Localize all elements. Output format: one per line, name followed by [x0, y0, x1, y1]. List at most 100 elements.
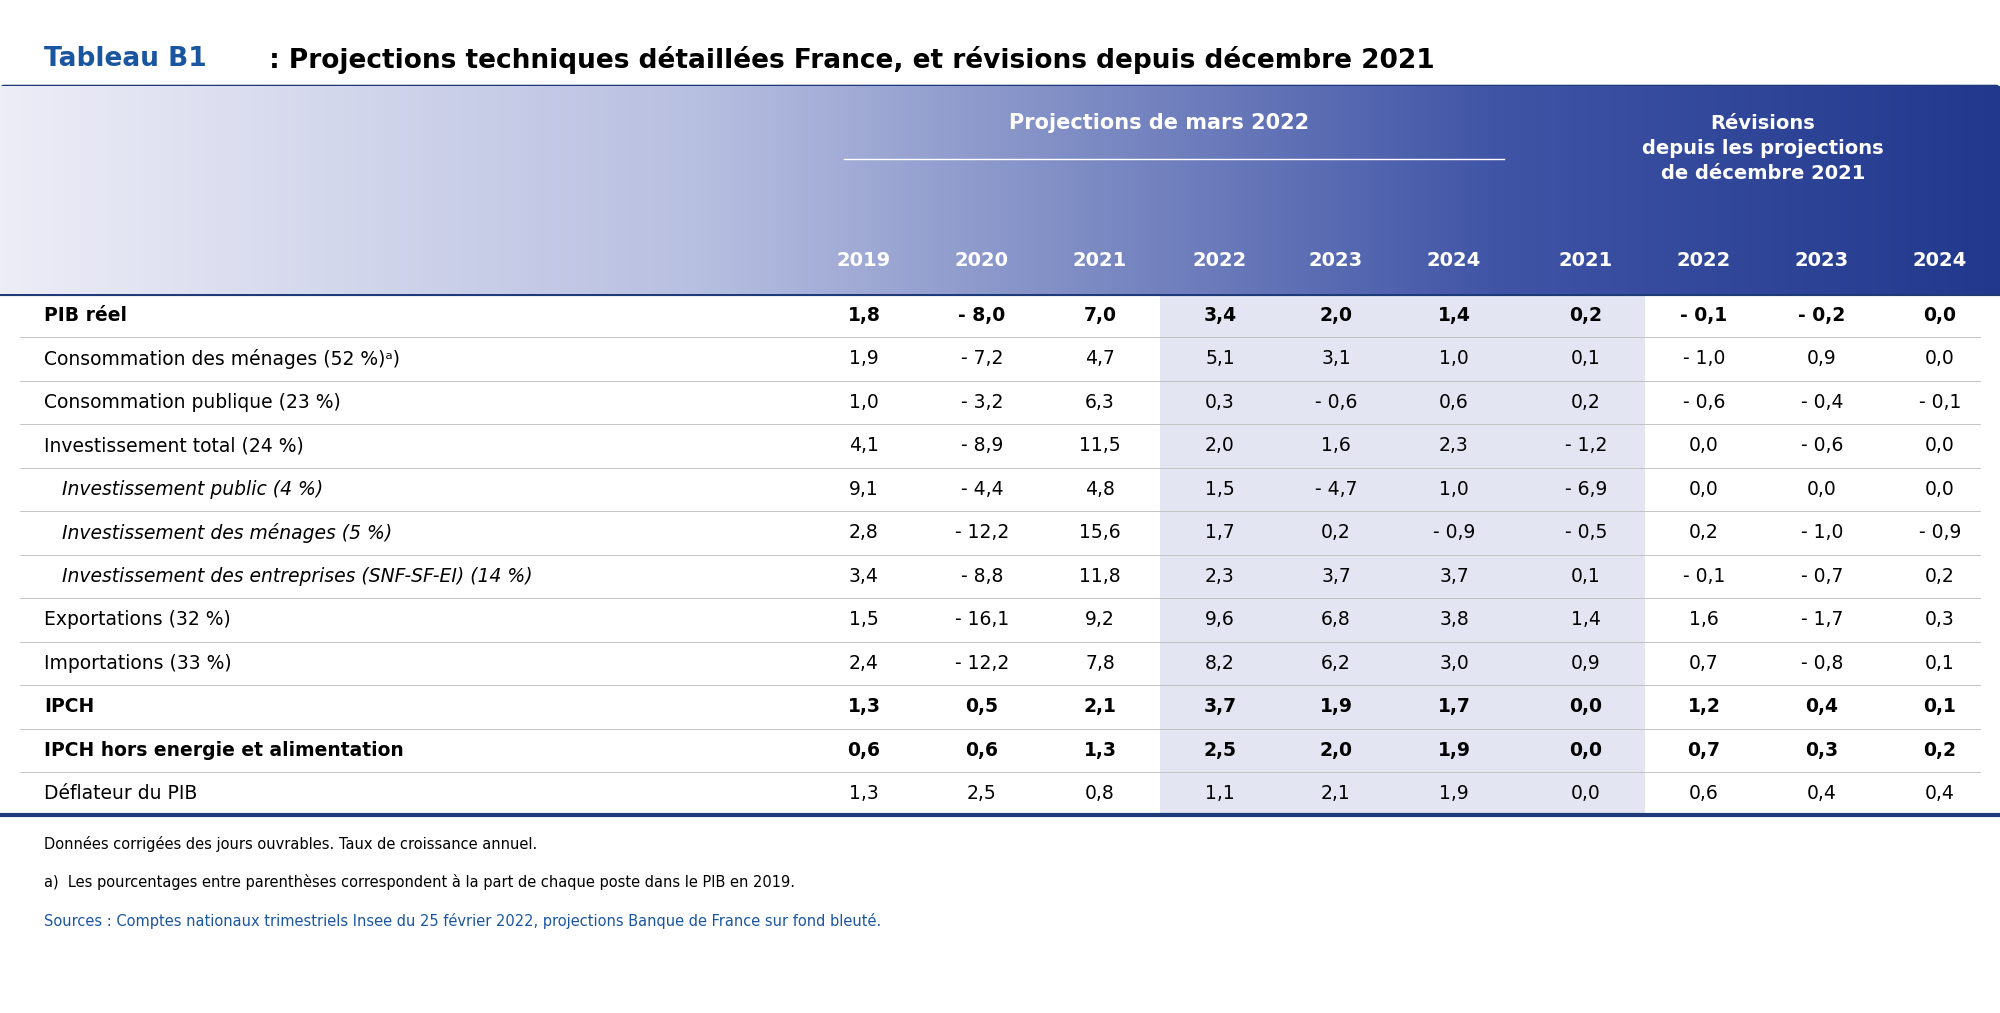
Text: 9,6: 9,6: [1206, 610, 1234, 629]
Text: 3,7: 3,7: [1440, 567, 1468, 586]
Text: 5,1: 5,1: [1206, 349, 1234, 369]
Text: 2,0: 2,0: [1206, 437, 1234, 456]
Text: 1,3: 1,3: [850, 784, 878, 803]
Text: Consommation des ménages (52 %)ᵃ): Consommation des ménages (52 %)ᵃ): [44, 349, 400, 369]
Text: Investissement des entreprises (SNF-SF-EI) (14 %): Investissement des entreprises (SNF-SF-E…: [44, 567, 532, 586]
Text: 1,6: 1,6: [1322, 437, 1350, 456]
Text: 0,1: 0,1: [1926, 653, 1954, 673]
Text: 0,0: 0,0: [1690, 480, 1718, 499]
Text: Consommation publique (23 %): Consommation publique (23 %): [44, 393, 340, 412]
Text: Projections de mars 2022: Projections de mars 2022: [1008, 113, 1310, 134]
Text: - 12,2: - 12,2: [954, 653, 1010, 673]
Text: - 0,9: - 0,9: [1918, 524, 1962, 542]
Text: 0,6: 0,6: [1690, 784, 1718, 803]
Text: 0,0: 0,0: [1926, 437, 1954, 456]
Text: 0,2: 0,2: [1690, 524, 1718, 542]
Text: 0,0: 0,0: [1926, 480, 1954, 499]
Text: 2021: 2021: [1072, 251, 1128, 270]
Text: Investissement public (4 %): Investissement public (4 %): [44, 480, 324, 499]
Text: 0,0: 0,0: [1926, 349, 1954, 369]
Text: - 1,2: - 1,2: [1564, 437, 1608, 456]
Text: - 0,8: - 0,8: [1800, 653, 1844, 673]
Text: 0,0: 0,0: [1572, 784, 1600, 803]
Text: 0,2: 0,2: [1570, 306, 1602, 325]
Text: 3,4: 3,4: [1204, 306, 1236, 325]
Text: 1,8: 1,8: [848, 306, 880, 325]
Text: 0,1: 0,1: [1924, 697, 1956, 716]
Text: Sources : Comptes nationaux trimestriels Insee du 25 février 2022, projections B: Sources : Comptes nationaux trimestriels…: [44, 913, 882, 929]
Text: 0,0: 0,0: [1924, 306, 1956, 325]
Text: - 6,9: - 6,9: [1564, 480, 1608, 499]
Text: - 1,7: - 1,7: [1800, 610, 1844, 629]
Text: 1,7: 1,7: [1206, 524, 1234, 542]
Text: 3,0: 3,0: [1440, 653, 1468, 673]
Text: - 3,2: - 3,2: [960, 393, 1004, 412]
Text: a)  Les pourcentages entre parenthèses correspondent à la part de chaque poste d: a) Les pourcentages entre parenthèses co…: [44, 874, 796, 890]
Text: IPCH hors energie et alimentation: IPCH hors energie et alimentation: [44, 741, 404, 760]
Text: 11,8: 11,8: [1080, 567, 1120, 586]
Text: 0,3: 0,3: [1206, 393, 1234, 412]
Text: - 8,8: - 8,8: [960, 567, 1004, 586]
Text: 1,9: 1,9: [1320, 697, 1352, 716]
Text: 3,8: 3,8: [1440, 610, 1468, 629]
Text: 9,2: 9,2: [1086, 610, 1114, 629]
Text: 1,3: 1,3: [1084, 741, 1116, 760]
Text: - 7,2: - 7,2: [960, 349, 1004, 369]
Text: 2022: 2022: [1676, 251, 1732, 270]
Text: 1,6: 1,6: [1690, 610, 1718, 629]
Text: - 4,4: - 4,4: [960, 480, 1004, 499]
Text: 2023: 2023: [1308, 251, 1364, 270]
Text: 11,5: 11,5: [1080, 437, 1120, 456]
Text: 2023: 2023: [1794, 251, 1850, 270]
Text: 0,0: 0,0: [1808, 480, 1836, 499]
Text: 2,0: 2,0: [1320, 741, 1352, 760]
Text: PIB réel: PIB réel: [44, 306, 128, 325]
Text: - 1,0: - 1,0: [1682, 349, 1726, 369]
Text: Exportations (32 %): Exportations (32 %): [44, 610, 230, 629]
Text: 2021: 2021: [1558, 251, 1614, 270]
Text: 0,0: 0,0: [1570, 741, 1602, 760]
Text: 8,2: 8,2: [1206, 653, 1234, 673]
Text: 15,6: 15,6: [1080, 524, 1120, 542]
Bar: [1520, 294, 1644, 815]
Text: - 8,9: - 8,9: [960, 437, 1004, 456]
Text: 0,4: 0,4: [1808, 784, 1836, 803]
Text: 1,9: 1,9: [1438, 741, 1470, 760]
Text: 2,0: 2,0: [1320, 306, 1352, 325]
Text: 0,2: 0,2: [1572, 393, 1600, 412]
Text: - 12,2: - 12,2: [954, 524, 1010, 542]
Text: 0,1: 0,1: [1572, 567, 1600, 586]
Text: 2024: 2024: [1912, 251, 1968, 270]
Text: 7,0: 7,0: [1084, 306, 1116, 325]
Text: 2,3: 2,3: [1440, 437, 1468, 456]
Text: - 0,6: - 0,6: [1314, 393, 1358, 412]
Text: - 4,7: - 4,7: [1314, 480, 1358, 499]
Text: 0,6: 0,6: [966, 741, 998, 760]
Text: - 0,2: - 0,2: [1798, 306, 1846, 325]
Text: 1,9: 1,9: [850, 349, 878, 369]
Text: - 0,4: - 0,4: [1800, 393, 1844, 412]
Text: 2,4: 2,4: [850, 653, 878, 673]
Text: 0,3: 0,3: [1926, 610, 1954, 629]
Text: 2,5: 2,5: [1204, 741, 1236, 760]
Text: - 0,1: - 0,1: [1680, 306, 1728, 325]
Text: - 0,6: - 0,6: [1682, 393, 1726, 412]
Text: 1,5: 1,5: [1206, 480, 1234, 499]
Text: 0,3: 0,3: [1806, 741, 1838, 760]
Text: 0,1: 0,1: [1572, 349, 1600, 369]
Text: 3,7: 3,7: [1204, 697, 1236, 716]
Text: - 0,7: - 0,7: [1800, 567, 1844, 586]
Text: 7,8: 7,8: [1086, 653, 1114, 673]
Text: 0,0: 0,0: [1570, 697, 1602, 716]
Text: 1,0: 1,0: [850, 393, 878, 412]
Text: 2020: 2020: [956, 251, 1010, 270]
Text: 4,7: 4,7: [1086, 349, 1114, 369]
Text: 2,8: 2,8: [850, 524, 878, 542]
Text: 2019: 2019: [836, 251, 892, 270]
Text: 6,2: 6,2: [1322, 653, 1350, 673]
Text: 0,6: 0,6: [848, 741, 880, 760]
Text: - 0,9: - 0,9: [1432, 524, 1476, 542]
Text: 1,0: 1,0: [1440, 480, 1468, 499]
Text: Importations (33 %): Importations (33 %): [44, 653, 232, 673]
Text: - 8,0: - 8,0: [958, 306, 1006, 325]
